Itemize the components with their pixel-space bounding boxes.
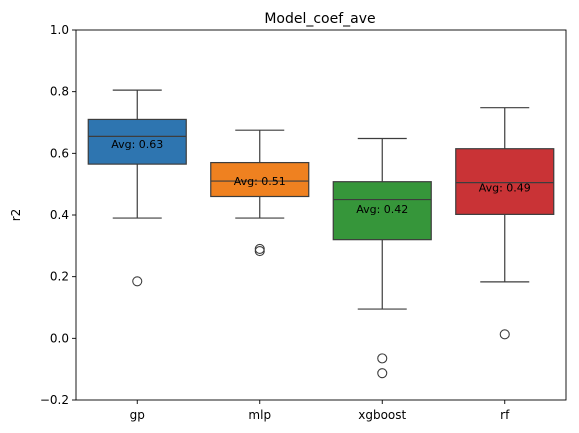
y-axis-label: r2	[9, 209, 23, 222]
y-tick-label: 0.4	[50, 208, 69, 222]
y-tick-label: 0.6	[50, 146, 69, 160]
y-tick-label: −0.2	[40, 393, 69, 407]
x-tick-label: rf	[500, 408, 510, 422]
y-tick-label: 0.2	[50, 270, 69, 284]
avg-label-rf: Avg: 0.49	[479, 181, 531, 194]
box-gp	[87, 118, 187, 165]
x-tick-label: gp	[130, 408, 145, 422]
outlier-point-xgboost	[377, 353, 388, 364]
axes-frame	[75, 29, 567, 401]
avg-label-gp: Avg: 0.63	[111, 138, 163, 151]
y-tick-label: 0.8	[50, 85, 69, 99]
x-tick-label: mlp	[248, 408, 271, 422]
y-tick-label: 0.0	[50, 331, 69, 345]
outlier-point-mlp	[254, 246, 265, 257]
outlier-point-mlp	[254, 243, 265, 254]
outlier-point-rf	[499, 329, 510, 340]
outlier-point-gp	[132, 276, 143, 287]
chart-title: Model_coef_ave	[264, 11, 375, 27]
box-rf	[455, 148, 555, 215]
avg-label-mlp: Avg: 0.51	[234, 175, 286, 188]
box-xgboost	[332, 181, 432, 241]
y-tick-label: 1.0	[50, 23, 69, 37]
x-tick-label: xgboost	[358, 408, 406, 422]
plot-area: −0.2 0.0 0.2 0.4 0.6 0.8 1.0 gp mlp xgboost rf Avg:…	[40, 23, 567, 422]
avg-label-xgboost: Avg: 0.42	[356, 203, 408, 216]
outlier-point-xgboost	[377, 368, 388, 379]
box-mlp	[210, 161, 310, 198]
